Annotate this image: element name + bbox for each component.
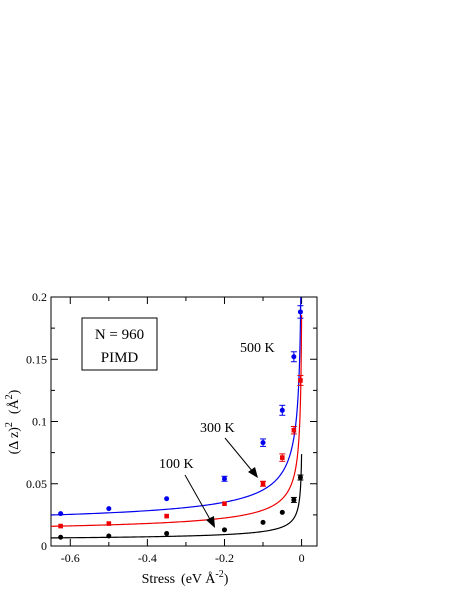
fit-curve-500-k — [50, 296, 302, 516]
point-300-k — [58, 523, 63, 529]
y-tick-label: 0.2 — [32, 290, 47, 304]
point-500-k — [297, 309, 303, 315]
fit-curve-100-k — [50, 454, 303, 539]
point-500-k — [58, 511, 64, 517]
point-100-k — [297, 475, 303, 481]
y-tick-label: 0.15 — [26, 352, 47, 366]
point-500-k — [291, 354, 297, 360]
y-tick-label: 0.1 — [32, 415, 47, 429]
point-300-k — [260, 481, 266, 487]
point-500-k — [221, 476, 227, 482]
point-100-k — [164, 531, 170, 537]
fit-curves — [50, 296, 303, 539]
y-axis-title: (Δ z)2(Å2) — [4, 389, 22, 454]
point-500-k — [164, 496, 170, 502]
annotation-100k: 100 K — [159, 457, 194, 472]
point-100-k — [221, 527, 227, 533]
arrow-300k — [224, 437, 258, 478]
legend-box-line1: N = 960 — [95, 327, 144, 343]
annotation-300k: 300 K — [200, 421, 235, 436]
point-300-k — [106, 521, 112, 526]
x-tick-label: -0.6 — [61, 551, 80, 565]
annotation-500k: 500 K — [240, 341, 275, 356]
arrow-100k — [184, 474, 215, 528]
y-tick-label: 0 — [41, 539, 47, 553]
point-500-k — [106, 506, 112, 512]
x-axis-title: Stress (eV Å-2) — [142, 569, 229, 587]
fit-curve-300-k — [50, 315, 303, 527]
point-100-k — [291, 497, 297, 503]
data-points — [58, 305, 304, 540]
point-300-k — [291, 427, 297, 433]
point-100-k — [58, 534, 64, 540]
legend-box-line2: PIMD — [101, 350, 139, 366]
point-500-k — [279, 407, 285, 413]
point-500-k — [260, 440, 266, 446]
x-tick-label: -0.2 — [215, 551, 234, 565]
x-tick-label: 0 — [299, 551, 305, 565]
point-100-k — [260, 519, 266, 525]
point-300-k — [164, 513, 169, 519]
point-300-k — [280, 455, 285, 460]
point-100-k — [106, 533, 112, 539]
point-300-k — [222, 501, 227, 506]
axis-ticks: -0.6 -0.4 -0.2 0 0 0.05 0.1 0.15 0.2 — [26, 290, 317, 565]
y-tick-label: 0.05 — [26, 477, 47, 491]
x-tick-label: -0.4 — [138, 551, 157, 565]
legend-box — [81, 317, 158, 371]
point-100-k — [279, 509, 285, 515]
point-300-k — [298, 378, 303, 383]
